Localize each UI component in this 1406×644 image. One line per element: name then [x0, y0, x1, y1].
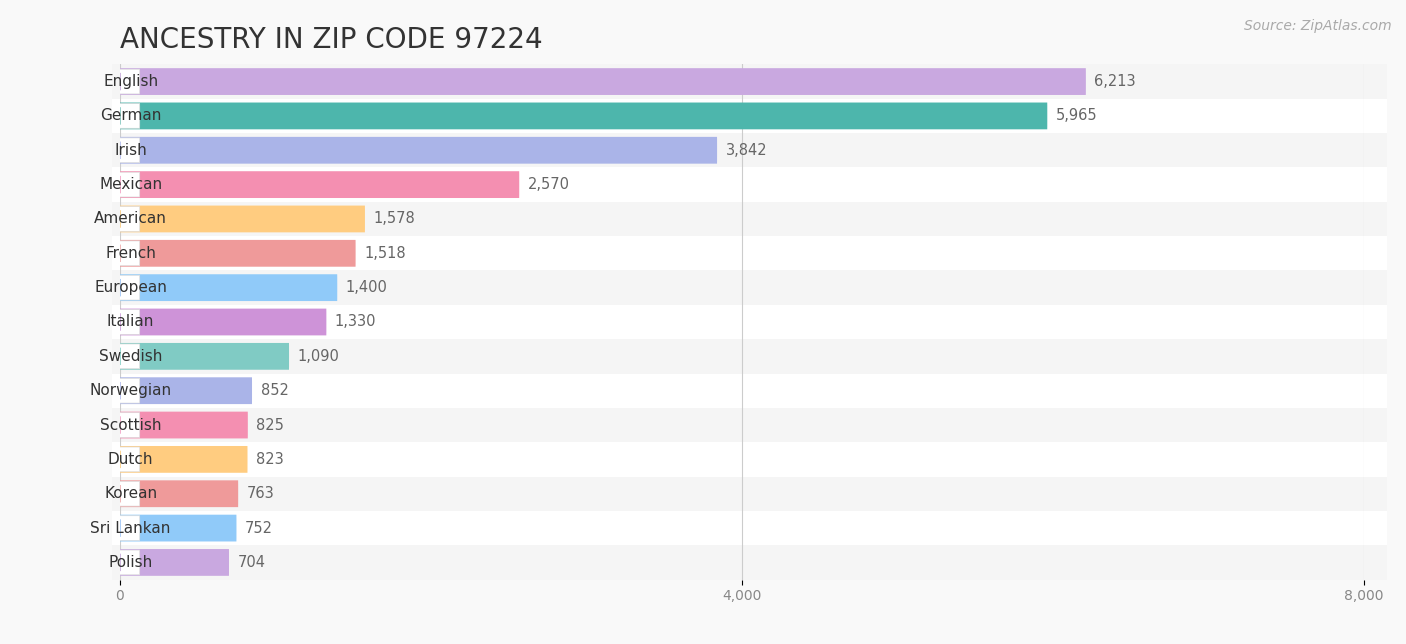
- FancyBboxPatch shape: [120, 241, 139, 266]
- FancyBboxPatch shape: [120, 412, 247, 439]
- FancyBboxPatch shape: [120, 275, 139, 300]
- Text: Source: ZipAtlas.com: Source: ZipAtlas.com: [1244, 19, 1392, 33]
- FancyBboxPatch shape: [111, 408, 1388, 442]
- Text: Irish: Irish: [114, 143, 148, 158]
- Text: 1,400: 1,400: [346, 280, 388, 295]
- Text: ANCESTRY IN ZIP CODE 97224: ANCESTRY IN ZIP CODE 97224: [120, 26, 543, 53]
- FancyBboxPatch shape: [120, 207, 139, 231]
- FancyBboxPatch shape: [120, 481, 139, 506]
- FancyBboxPatch shape: [120, 240, 356, 267]
- Text: Swedish: Swedish: [98, 349, 162, 364]
- FancyBboxPatch shape: [111, 167, 1388, 202]
- Text: 3,842: 3,842: [725, 143, 768, 158]
- FancyBboxPatch shape: [120, 343, 290, 370]
- Text: 2,570: 2,570: [527, 177, 569, 192]
- FancyBboxPatch shape: [120, 172, 139, 197]
- Text: Polish: Polish: [108, 555, 153, 570]
- Text: Dutch: Dutch: [108, 452, 153, 467]
- Text: 852: 852: [260, 383, 288, 398]
- Text: 752: 752: [245, 520, 273, 536]
- FancyBboxPatch shape: [120, 516, 139, 540]
- Text: French: French: [105, 246, 156, 261]
- FancyBboxPatch shape: [120, 550, 139, 575]
- FancyBboxPatch shape: [120, 549, 229, 576]
- FancyBboxPatch shape: [111, 374, 1388, 408]
- FancyBboxPatch shape: [120, 137, 717, 164]
- FancyBboxPatch shape: [120, 480, 238, 507]
- FancyBboxPatch shape: [120, 274, 337, 301]
- Text: 5,965: 5,965: [1056, 108, 1098, 124]
- Text: 1,578: 1,578: [374, 211, 415, 227]
- FancyBboxPatch shape: [120, 102, 1047, 129]
- Text: 704: 704: [238, 555, 266, 570]
- FancyBboxPatch shape: [120, 515, 236, 542]
- Text: 1,090: 1,090: [298, 349, 339, 364]
- FancyBboxPatch shape: [120, 413, 139, 437]
- FancyBboxPatch shape: [120, 68, 1085, 95]
- Text: 1,330: 1,330: [335, 314, 377, 330]
- FancyBboxPatch shape: [120, 171, 519, 198]
- Text: European: European: [94, 280, 167, 295]
- Text: American: American: [94, 211, 167, 227]
- FancyBboxPatch shape: [111, 99, 1388, 133]
- FancyBboxPatch shape: [120, 310, 139, 334]
- FancyBboxPatch shape: [120, 447, 139, 472]
- FancyBboxPatch shape: [111, 339, 1388, 374]
- FancyBboxPatch shape: [111, 442, 1388, 477]
- FancyBboxPatch shape: [120, 446, 247, 473]
- FancyBboxPatch shape: [111, 545, 1388, 580]
- FancyBboxPatch shape: [120, 69, 139, 94]
- FancyBboxPatch shape: [120, 205, 366, 232]
- FancyBboxPatch shape: [111, 236, 1388, 270]
- FancyBboxPatch shape: [111, 202, 1388, 236]
- FancyBboxPatch shape: [120, 104, 139, 128]
- FancyBboxPatch shape: [120, 344, 139, 369]
- FancyBboxPatch shape: [111, 305, 1388, 339]
- Text: Korean: Korean: [104, 486, 157, 501]
- Text: 823: 823: [256, 452, 284, 467]
- FancyBboxPatch shape: [111, 270, 1388, 305]
- Text: Mexican: Mexican: [98, 177, 162, 192]
- FancyBboxPatch shape: [111, 511, 1388, 545]
- Text: German: German: [100, 108, 162, 124]
- FancyBboxPatch shape: [120, 138, 139, 163]
- Text: Norwegian: Norwegian: [90, 383, 172, 398]
- Text: Scottish: Scottish: [100, 417, 162, 433]
- Text: 1,518: 1,518: [364, 246, 406, 261]
- FancyBboxPatch shape: [120, 308, 326, 336]
- FancyBboxPatch shape: [120, 377, 252, 404]
- FancyBboxPatch shape: [120, 378, 139, 403]
- Text: 825: 825: [256, 417, 284, 433]
- Text: 6,213: 6,213: [1094, 74, 1136, 89]
- Text: Sri Lankan: Sri Lankan: [90, 520, 170, 536]
- FancyBboxPatch shape: [111, 133, 1388, 167]
- FancyBboxPatch shape: [111, 477, 1388, 511]
- Text: 763: 763: [246, 486, 274, 501]
- Text: Italian: Italian: [107, 314, 155, 330]
- FancyBboxPatch shape: [111, 64, 1388, 99]
- Text: English: English: [103, 74, 159, 89]
